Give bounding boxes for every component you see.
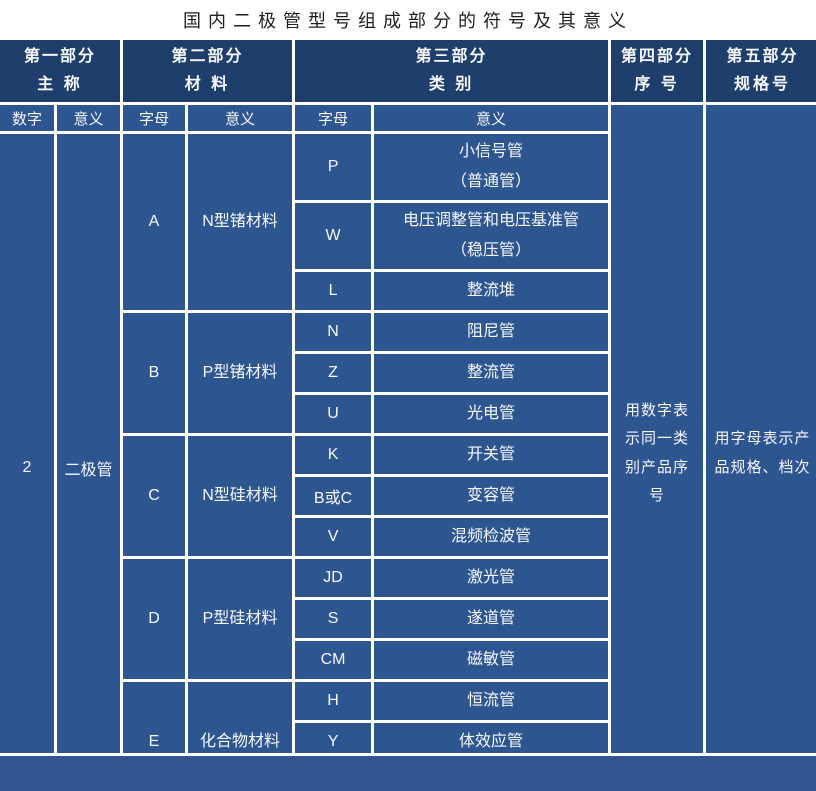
header-part4-subtitle: 序 号 xyxy=(634,76,680,93)
table-row: S 遂道管 xyxy=(0,597,816,641)
category-letter-cell: S xyxy=(292,597,375,641)
category-meaning-cell: 整流管 xyxy=(371,351,612,395)
category-meaning-cell: 开关管 xyxy=(371,433,612,477)
material-letter-cell: E xyxy=(120,679,189,753)
header-part1: 第一部分 主 称 xyxy=(0,40,124,105)
category-letter-cell: CM xyxy=(292,638,375,682)
header-part4: 第四部分 序 号 xyxy=(608,40,707,105)
material-meaning-cell: P型硅材料 xyxy=(185,556,296,682)
page-title: 国内二极管型号组成部分的符号及其意义 xyxy=(183,11,633,31)
header-part1-subtitle: 主 称 xyxy=(37,76,83,93)
material-letter-cell: C xyxy=(120,433,189,559)
table-row: L 整流堆 xyxy=(0,269,816,313)
table-row: D P型硅材料 JD 激光管 xyxy=(0,556,816,682)
category-letter-cell: Y xyxy=(292,720,375,753)
table-row: W 电压调整管和电压基准管 （稳压管） xyxy=(0,200,816,272)
header-part2: 第二部分 材 料 xyxy=(120,40,296,105)
category-letter-cell: U xyxy=(292,392,375,436)
material-meaning-cell: 化合物材料 xyxy=(185,679,296,753)
category-letter-cell: V xyxy=(292,515,375,559)
table-wrap: 第一部分 主 称 第二部分 材 料 第三部分 类 别 第四部分 序 号 第五部分 xyxy=(0,40,816,753)
header-part1-title: 第一部分 xyxy=(24,48,97,65)
table-row: B或C 变容管 xyxy=(0,474,816,518)
material-meaning-cell: N型硅材料 xyxy=(185,433,296,559)
category-letter-cell: L xyxy=(292,269,375,313)
material-letter-cell: D xyxy=(120,556,189,682)
header-row: 第一部分 主 称 第二部分 材 料 第三部分 类 别 第四部分 序 号 第五部分 xyxy=(0,40,816,105)
category-meaning-cell: 激光管 xyxy=(371,556,612,600)
material-letter-cell: A xyxy=(120,131,189,313)
footer-bar xyxy=(0,756,816,791)
title-bar: 国内二极管型号组成部分的符号及其意义 xyxy=(0,0,816,40)
subheader-meaning2: 意义 xyxy=(185,102,296,134)
category-meaning-cell: 变容管 xyxy=(371,474,612,518)
header-part4-title: 第四部分 xyxy=(621,48,694,65)
header-part3: 第三部分 类 别 xyxy=(292,40,612,105)
part1-meaning-cell: 二极管 xyxy=(53,131,124,753)
header-part3-title: 第三部分 xyxy=(415,48,488,65)
table-row: Y 体效应管 xyxy=(0,720,816,753)
part4-note-cell: 用数字表示同一类别产品序号 xyxy=(608,102,707,753)
category-meaning-cell: 阻尼管 xyxy=(371,310,612,354)
subheader-letter2: 字母 xyxy=(292,102,375,134)
table-row: 2 二极管 A N型锗材料 P 小信号管 （普通管） xyxy=(0,131,816,753)
subheader-letter1: 字母 xyxy=(120,102,189,134)
table-row: B P型锗材料 N 阻尼管 xyxy=(0,310,816,436)
table-row: U 光电管 xyxy=(0,392,816,436)
category-meaning-cell: 整流堆 xyxy=(371,269,612,313)
subheader-meaning3: 意义 xyxy=(371,102,612,134)
subheader-digit: 数字 xyxy=(0,102,57,134)
table-row: E 化合物材料 H 恒流管 xyxy=(0,679,816,753)
category-meaning-cell: 小信号管 （普通管） xyxy=(371,131,612,203)
category-meaning-cell: 体效应管 xyxy=(371,720,612,753)
category-meaning-cell: 光电管 xyxy=(371,392,612,436)
category-meaning-cell: 磁敏管 xyxy=(371,638,612,682)
header-part5-subtitle: 规格号 xyxy=(734,76,792,93)
category-letter-cell: P xyxy=(292,131,375,203)
subheader-row: 数字 意义 字母 意义 字母 意义 用数字表示同一类别产品序号 用字母表示产品规… xyxy=(0,102,816,753)
category-letter-cell: B或C xyxy=(292,474,375,518)
part5-note-cell: 用字母表示产品规格、档次 xyxy=(703,102,816,753)
category-meaning-cell: 恒流管 xyxy=(371,679,612,723)
category-meaning-cell: 遂道管 xyxy=(371,597,612,641)
category-letter-cell: H xyxy=(292,679,375,723)
category-letter-cell: W xyxy=(292,200,375,272)
material-letter-cell: B xyxy=(120,310,189,436)
header-part3-subtitle: 类 别 xyxy=(428,76,475,93)
header-part2-subtitle: 材 料 xyxy=(184,76,231,93)
header-part5: 第五部分 规格号 xyxy=(703,40,816,105)
header-part5-title: 第五部分 xyxy=(726,48,799,65)
category-meaning-cell: 混频检波管 xyxy=(371,515,612,559)
category-letter-cell: K xyxy=(292,433,375,477)
category-letter-cell: N xyxy=(292,310,375,354)
category-letter-cell: Z xyxy=(292,351,375,395)
part1-digit-cell: 2 xyxy=(0,131,57,753)
table-row: C N型硅材料 K 开关管 xyxy=(0,433,816,559)
category-meaning-cell: 电压调整管和电压基准管 （稳压管） xyxy=(371,200,612,272)
material-meaning-cell: N型锗材料 xyxy=(185,131,296,313)
table-row: V 混频检波管 xyxy=(0,515,816,559)
subheader-meaning1: 意义 xyxy=(53,102,124,134)
header-part2-title: 第二部分 xyxy=(171,48,244,65)
diode-symbol-table: 第一部分 主 称 第二部分 材 料 第三部分 类 别 第四部分 序 号 第五部分 xyxy=(0,40,816,753)
table-row: CM 磁敏管 xyxy=(0,638,816,682)
table-row: Z 整流管 xyxy=(0,351,816,395)
category-letter-cell: JD xyxy=(292,556,375,600)
material-meaning-cell: P型锗材料 xyxy=(185,310,296,436)
